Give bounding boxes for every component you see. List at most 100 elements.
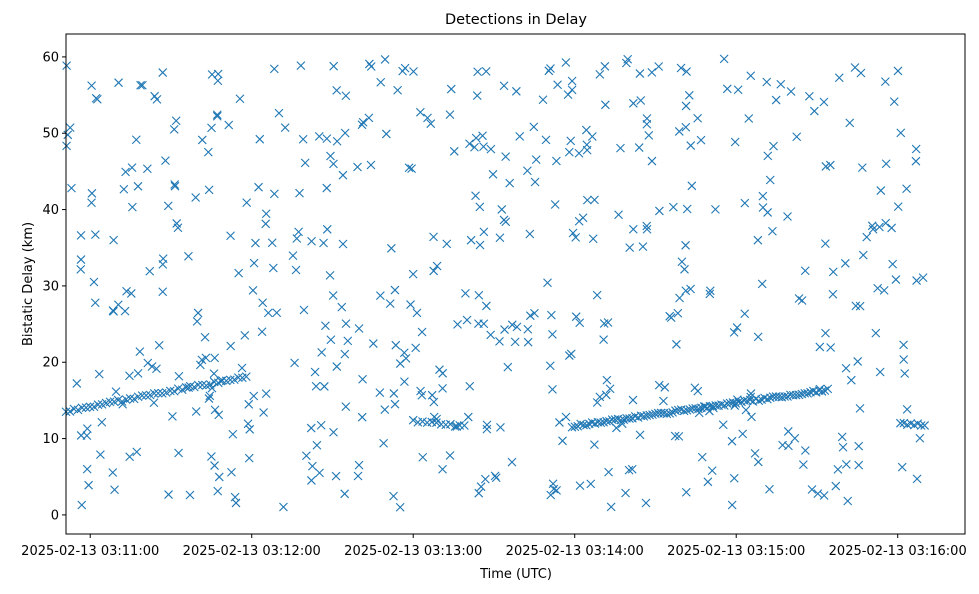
data-point (125, 394, 135, 403)
data-point (826, 343, 836, 352)
data-point (366, 160, 376, 170)
data-point (153, 388, 163, 398)
data-point (272, 308, 282, 318)
data-point (96, 450, 105, 460)
data-point (639, 412, 649, 421)
data-point (376, 77, 386, 87)
data-point (185, 490, 195, 500)
data-point (353, 162, 362, 172)
data-point (109, 307, 118, 316)
data-point (312, 440, 322, 450)
data-point (599, 319, 609, 328)
data-point (474, 290, 484, 300)
data-point (783, 212, 792, 221)
data-point (491, 473, 501, 483)
data-point (479, 227, 489, 237)
data-point (417, 390, 427, 400)
data-point (674, 127, 684, 136)
data-point (141, 390, 151, 400)
data-point (438, 383, 447, 393)
data-point (612, 423, 621, 433)
data-point (647, 68, 657, 77)
data-point (856, 68, 866, 78)
data-point (200, 332, 210, 342)
data-point (126, 289, 136, 298)
data-point (380, 405, 390, 415)
data-point (259, 408, 268, 417)
data-point (495, 233, 505, 243)
data-point (854, 460, 864, 470)
data-point (386, 243, 396, 253)
data-point (213, 378, 223, 388)
data-point (819, 97, 829, 107)
data-point (831, 481, 841, 491)
data-point (602, 416, 611, 426)
data-point (279, 502, 288, 512)
data-point (635, 69, 645, 78)
data-point (255, 134, 265, 144)
data-point (93, 400, 103, 410)
data-point (740, 309, 750, 319)
data-point (881, 218, 891, 228)
data-point (670, 431, 680, 441)
data-point (368, 339, 378, 348)
data-point (295, 188, 304, 198)
data-point (417, 327, 427, 337)
data-point (329, 427, 338, 437)
data-point (778, 440, 787, 450)
data-point (150, 91, 160, 101)
data-point (707, 466, 717, 475)
data-point (92, 94, 102, 104)
data-point (192, 317, 202, 326)
data-point (900, 369, 910, 378)
data-point (354, 460, 364, 470)
data-point (681, 122, 691, 132)
data-point (530, 308, 539, 318)
data-point (628, 98, 638, 108)
data-point (322, 183, 332, 193)
data-point (551, 156, 561, 166)
data-point (888, 259, 898, 269)
data-point (486, 330, 496, 340)
data-point (482, 424, 492, 434)
data-point (300, 158, 310, 168)
x-tick-label: 2025-02-13 03:13:00 (344, 544, 482, 559)
data-point (292, 234, 302, 243)
data-point (686, 141, 696, 150)
data-point (343, 336, 353, 346)
data-point (446, 84, 456, 94)
y-axis-label: Bistatic Delay (km) (21, 222, 36, 346)
data-point (109, 235, 118, 245)
data-point (294, 227, 303, 237)
data-point (762, 77, 772, 87)
data-point (837, 432, 847, 442)
data-point (261, 219, 271, 229)
data-point (855, 301, 865, 311)
data-point (525, 311, 535, 321)
y-tick-label: 10 (42, 432, 59, 447)
data-point (763, 394, 772, 404)
data-point (340, 489, 350, 499)
data-point (470, 142, 479, 152)
data-point (480, 474, 490, 484)
data-point (340, 128, 350, 138)
data-point (341, 319, 351, 328)
data-point (673, 308, 683, 318)
data-point (163, 201, 173, 211)
y-tick-label: 0 (51, 508, 59, 523)
data-point (321, 321, 330, 331)
data-point (867, 221, 877, 231)
y-tick-label: 20 (42, 356, 59, 371)
data-point (453, 319, 462, 329)
data-point (682, 67, 691, 76)
data-point (490, 471, 500, 481)
data-point (733, 85, 743, 95)
data-point (77, 500, 87, 510)
data-point (753, 332, 763, 342)
data-point (205, 380, 215, 389)
data-point (758, 191, 768, 201)
data-point (170, 180, 180, 189)
data-point (718, 420, 728, 430)
data-point (400, 377, 409, 387)
